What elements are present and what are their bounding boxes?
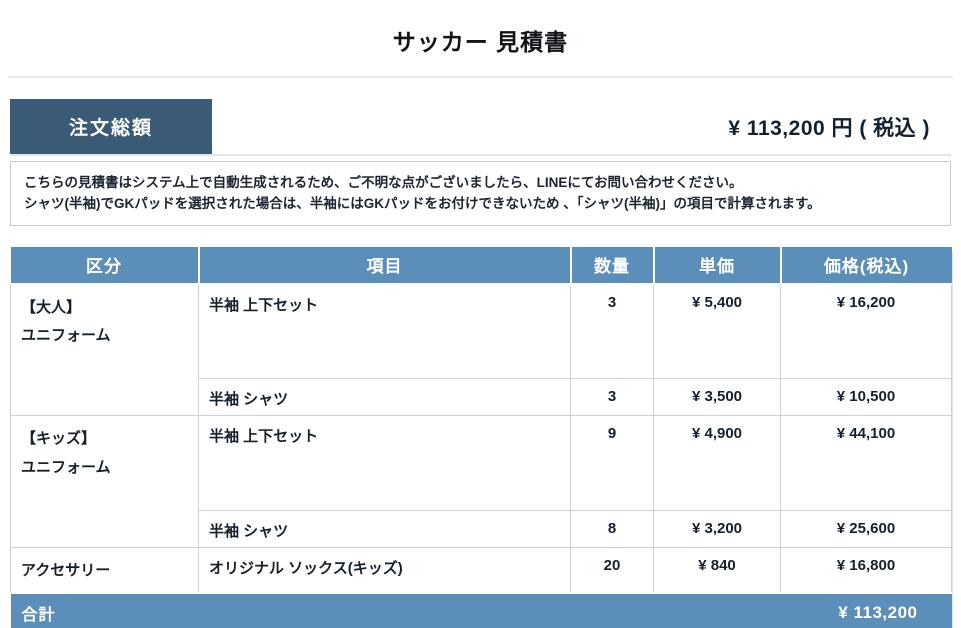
header-cell-price: 価格(税込) xyxy=(779,246,952,285)
qty-cell: 3 xyxy=(570,283,654,380)
category-cell-kids: 【キッズ】 ユニフォーム xyxy=(10,415,199,549)
price-cell: ¥ 44,100 xyxy=(780,415,952,512)
total-row: 合計 ¥ 113,200 xyxy=(10,591,952,628)
page-title: サッカー 見積書 xyxy=(392,29,569,55)
unit-price-cell: ¥ 4,900 xyxy=(653,415,781,512)
header-cell-category: 区分 xyxy=(10,246,199,285)
table-row: 【キッズ】 ユニフォーム 半袖 上下セット 9 ¥ 4,900 ¥ 44,100 xyxy=(10,415,952,549)
item-cell: 半袖 上下セット xyxy=(198,283,571,380)
header-cell-unit-price: 単価 xyxy=(652,246,781,285)
item-cell: 半袖 シャツ xyxy=(198,378,571,417)
notice-line-1: こちらの見積書はシステム上で自動生成されるため、ご不明な点がございましたら、LI… xyxy=(24,175,743,190)
divider xyxy=(8,76,953,78)
table-header-row: 区分 項目 数量 単価 価格(税込) xyxy=(10,246,952,285)
content-area: 注文総額 ¥ 113,200 円 ( 税込 ) こちらの見積書はシステム上で自動… xyxy=(10,99,952,628)
item-cell: 半袖 シャツ xyxy=(198,510,571,549)
unit-price-cell: ¥ 840 xyxy=(653,547,781,594)
table-row: 半袖 シャツ 8 ¥ 3,200 ¥ 25,600 xyxy=(11,510,952,549)
category-line: ユニフォーム xyxy=(21,458,111,476)
total-amount: ¥ 113,200 xyxy=(838,602,918,622)
table-row: 半袖 シャツ 3 ¥ 3,500 ¥ 10,500 xyxy=(11,378,952,417)
table-row: 【大人】 ユニフォーム 半袖 上下セット 3 ¥ 5,400 ¥ 16,200 xyxy=(10,283,952,417)
quote-table: 区分 項目 数量 単価 価格(税込) 【大人】 ユニフォーム 半袖 上下セット … xyxy=(10,246,952,628)
qty-cell: 8 xyxy=(570,510,654,549)
total-label: 合計 xyxy=(21,606,56,624)
order-total-amount: ¥ 113,200 円 ( 税込 ) xyxy=(728,116,930,140)
item-cell: 半袖 上下セット xyxy=(198,415,571,512)
order-total-label: 注文総額 xyxy=(10,99,212,154)
unit-price-cell: ¥ 5,400 xyxy=(653,283,781,380)
qty-cell: 3 xyxy=(570,378,654,417)
price-cell: ¥ 16,200 xyxy=(780,283,952,380)
table-row: アクセサリー オリジナル ソックス(キッズ) 20 ¥ 840 ¥ 16,800 xyxy=(10,547,952,594)
item-cell: オリジナル ソックス(キッズ) xyxy=(198,547,571,594)
category-line: 【キッズ】 xyxy=(21,430,97,448)
price-cell: ¥ 10,500 xyxy=(780,378,952,417)
qty-cell: 9 xyxy=(570,415,654,512)
total-bar: 合計 ¥ 113,200 xyxy=(11,601,952,625)
notice-box: こちらの見積書はシステム上で自動生成されるため、ご不明な点がございましたら、LI… xyxy=(10,161,951,226)
price-cell: ¥ 16,800 xyxy=(780,547,952,594)
category-line: 【大人】 xyxy=(21,298,82,316)
header-cell-qty: 数量 xyxy=(569,246,654,285)
header-cell-item: 項目 xyxy=(197,246,571,285)
qty-cell: 20 xyxy=(570,547,654,594)
order-total-banner: 注文総額 ¥ 113,200 円 ( 税込 ) xyxy=(10,99,951,156)
category-cell-accessory: アクセサリー xyxy=(10,547,199,594)
category-cell-adult: 【大人】 ユニフォーム xyxy=(10,283,199,417)
category-line: ユニフォーム xyxy=(21,327,111,345)
price-cell: ¥ 25,600 xyxy=(780,510,952,549)
unit-price-cell: ¥ 3,200 xyxy=(653,510,781,549)
unit-price-cell: ¥ 3,500 xyxy=(653,378,781,417)
notice-line-2: シャツ(半袖)でGKパッドを選択された場合は、半袖にはGKパッドをお付けできない… xyxy=(24,196,821,212)
